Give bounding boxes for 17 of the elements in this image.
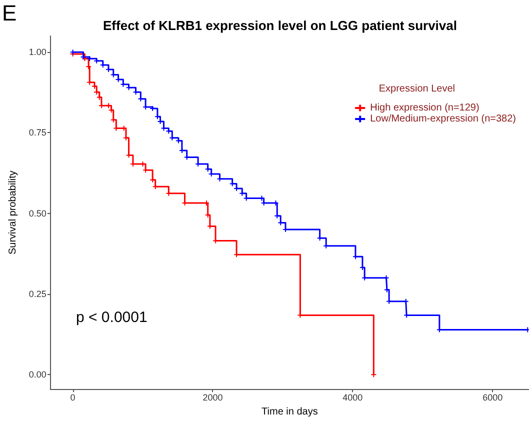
y-tick-label: 0.00 xyxy=(28,370,46,380)
y-tick-label: 0.50 xyxy=(28,208,46,218)
text: E xyxy=(2,0,17,26)
x-tick-label: 2000 xyxy=(202,392,223,403)
x-axis-title: Time in days xyxy=(262,406,318,418)
x-tick-label: 4000 xyxy=(342,392,363,403)
y-tick-label: 0.75 xyxy=(28,128,46,138)
x-tick-label: 6000 xyxy=(482,392,503,403)
x-tick-label: 0 xyxy=(70,392,76,403)
chart-title: Effect of KLRB1 expression level on LGG patient survival xyxy=(103,18,457,33)
legend-label: High expression (n=129) xyxy=(370,102,480,114)
annotation: p < 0.0001 xyxy=(76,309,148,326)
y-tick-label: 1.00 xyxy=(28,47,46,58)
legend-label: Low/Medium-expression (n=382) xyxy=(370,114,516,124)
y-axis-title: Survival probability xyxy=(8,170,18,255)
legend-title: Expression Level xyxy=(378,84,456,94)
y-tick-label: 0.25 xyxy=(28,288,46,299)
